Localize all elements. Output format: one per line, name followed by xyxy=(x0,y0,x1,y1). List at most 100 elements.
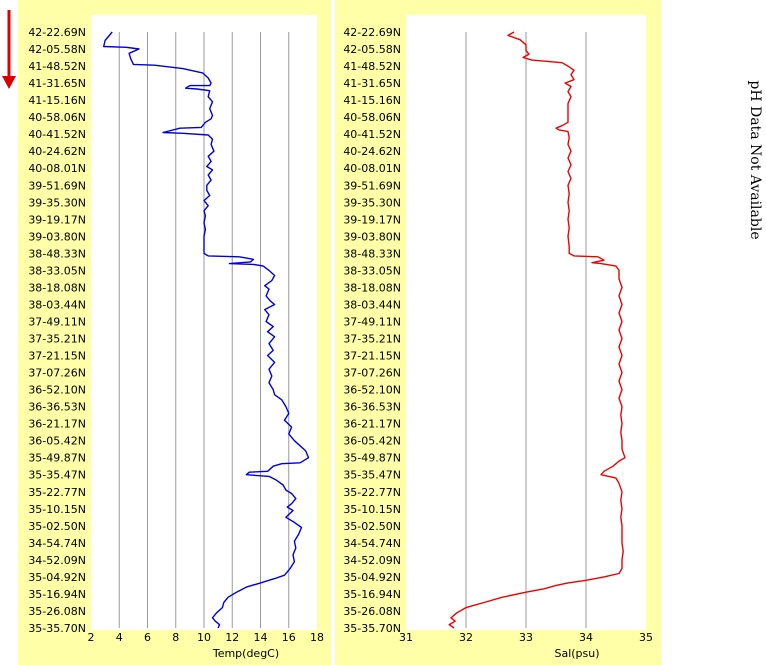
y-tick-label: 36-21.17N xyxy=(343,418,401,431)
y-tick-label: 35-16.94N xyxy=(343,588,401,601)
temp-y-tick-labels: 42-22.69N 42-05.58N 41-48.52N 41-31.65N 41-1… xyxy=(28,26,86,635)
y-tick-label: 35-35.70N xyxy=(343,622,401,635)
x-tick-label: 4 xyxy=(116,631,123,644)
y-tick-label: 38-33.05N xyxy=(343,264,401,277)
y-tick-label: 35-49.87N xyxy=(28,452,86,465)
y-tick-label: 40-58.06N xyxy=(28,111,86,124)
y-tick-label: 39-35.30N xyxy=(343,196,401,209)
temp-gridlines xyxy=(118,32,290,628)
y-tick-label: 37-21.15N xyxy=(28,350,86,363)
y-tick-label: 35-49.87N xyxy=(343,452,401,465)
y-tick-label: 37-07.26N xyxy=(28,367,86,380)
y-tick-label: 39-19.17N xyxy=(28,213,86,226)
y-tick-label: 37-21.15N xyxy=(343,350,401,363)
y-tick-label: 35-02.50N xyxy=(343,520,401,533)
y-tick-label: 39-51.69N xyxy=(28,179,86,192)
y-tick-label: 37-35.21N xyxy=(28,333,86,346)
y-tick-label: 38-03.44N xyxy=(343,298,401,311)
temp-x-axis-title: Temp(degC) xyxy=(212,647,279,660)
y-tick-label: 35-10.15N xyxy=(28,503,86,516)
y-tick-label: 39-51.69N xyxy=(343,179,401,192)
y-tick-label: 41-31.65N xyxy=(343,77,401,90)
y-tick-label: 41-31.65N xyxy=(28,77,86,90)
sal-chart: 42-22.69N 42-05.58N 41-48.52N 41-31.65N 41-1… xyxy=(343,15,653,660)
x-tick-label: 32 xyxy=(459,631,473,644)
temp-series-line xyxy=(102,31,310,629)
y-tick-label: 39-03.80N xyxy=(343,230,401,243)
x-tick-label: 34 xyxy=(579,631,593,644)
y-tick-label: 37-49.11N xyxy=(28,315,86,328)
sal-gridlines xyxy=(465,32,587,628)
temp-x-tick-labels: 2 4 6 8 10 12 14 16 18 xyxy=(88,631,325,644)
y-tick-label: 34-52.09N xyxy=(28,554,86,567)
temp-chart: 42-22.69N 42-05.58N 41-48.52N 41-31.65N 41-1… xyxy=(28,15,324,660)
y-tick-label: 42-05.58N xyxy=(28,43,86,56)
y-tick-label: 34-52.09N xyxy=(343,554,401,567)
y-tick-label: 35-35.70N xyxy=(28,622,86,635)
y-tick-label: 38-33.05N xyxy=(28,264,86,277)
y-tick-label: 38-03.44N xyxy=(28,298,86,311)
x-tick-label: 35 xyxy=(639,631,653,644)
sal-x-tick-labels: 31 32 33 34 35 xyxy=(399,631,653,644)
y-tick-label: 41-48.52N xyxy=(28,60,86,73)
y-tick-label: 36-05.42N xyxy=(28,435,86,448)
y-tick-label: 38-48.33N xyxy=(28,247,86,260)
down-arrow-icon xyxy=(2,10,16,89)
x-tick-label: 33 xyxy=(519,631,533,644)
y-tick-label: 35-16.94N xyxy=(28,588,86,601)
y-tick-label: 37-35.21N xyxy=(343,333,401,346)
y-tick-label: 39-03.80N xyxy=(28,230,86,243)
y-tick-label: 40-41.52N xyxy=(343,128,401,141)
sal-y-tick-labels: 42-22.69N 42-05.58N 41-48.52N 41-31.65N 41-1… xyxy=(343,26,401,635)
y-tick-label: 35-22.77N xyxy=(28,486,86,499)
y-tick-label: 36-36.53N xyxy=(343,401,401,414)
y-tick-label: 34-54.74N xyxy=(28,537,86,550)
y-tick-label: 40-41.52N xyxy=(28,128,86,141)
x-tick-label: 10 xyxy=(197,631,211,644)
y-tick-label: 40-08.01N xyxy=(343,162,401,175)
y-tick-label: 35-04.92N xyxy=(343,571,401,584)
y-tick-label: 35-35.47N xyxy=(343,469,401,482)
y-tick-label: 36-52.10N xyxy=(28,384,86,397)
y-tick-label: 38-18.08N xyxy=(343,281,401,294)
y-tick-label: 41-15.16N xyxy=(343,94,401,107)
y-tick-label: 42-22.69N xyxy=(28,26,86,39)
sal-series-line xyxy=(448,31,626,629)
y-tick-label: 37-49.11N xyxy=(343,315,401,328)
x-tick-label: 18 xyxy=(310,631,324,644)
y-tick-label: 40-24.62N xyxy=(343,145,401,158)
y-tick-label: 38-18.08N xyxy=(28,281,86,294)
x-tick-label: 6 xyxy=(144,631,151,644)
y-tick-label: 35-22.77N xyxy=(343,486,401,499)
y-tick-label: 42-05.58N xyxy=(343,43,401,56)
x-tick-label: 2 xyxy=(88,631,95,644)
y-tick-label: 39-19.17N xyxy=(343,213,401,226)
y-tick-label: 40-08.01N xyxy=(28,162,86,175)
y-tick-label: 41-48.52N xyxy=(343,60,401,73)
y-tick-label: 39-35.30N xyxy=(28,196,86,209)
y-tick-label: 35-26.08N xyxy=(343,605,401,618)
ph-unavailable-note: pH Data Not Available xyxy=(747,80,763,239)
x-tick-label: 8 xyxy=(172,631,179,644)
y-tick-label: 38-48.33N xyxy=(343,247,401,260)
y-tick-label: 36-36.53N xyxy=(28,401,86,414)
y-tick-label: 36-05.42N xyxy=(343,435,401,448)
x-tick-label: 31 xyxy=(399,631,413,644)
y-tick-label: 34-54.74N xyxy=(343,537,401,550)
y-tick-label: 36-52.10N xyxy=(343,384,401,397)
x-tick-label: 14 xyxy=(254,631,268,644)
y-tick-label: 41-15.16N xyxy=(28,94,86,107)
x-tick-label: 12 xyxy=(225,631,239,644)
y-tick-label: 35-02.50N xyxy=(28,520,86,533)
y-tick-label: 35-35.47N xyxy=(28,469,86,482)
y-tick-label: 35-26.08N xyxy=(28,605,86,618)
sal-x-axis-title: Sal(psu) xyxy=(554,647,599,660)
y-tick-label: 35-10.15N xyxy=(343,503,401,516)
y-tick-label: 40-58.06N xyxy=(343,111,401,124)
y-tick-label: 36-21.17N xyxy=(28,418,86,431)
y-tick-label: 42-22.69N xyxy=(343,26,401,39)
y-tick-label: 35-04.92N xyxy=(28,571,86,584)
y-tick-label: 37-07.26N xyxy=(343,367,401,380)
y-tick-label: 40-24.62N xyxy=(28,145,86,158)
